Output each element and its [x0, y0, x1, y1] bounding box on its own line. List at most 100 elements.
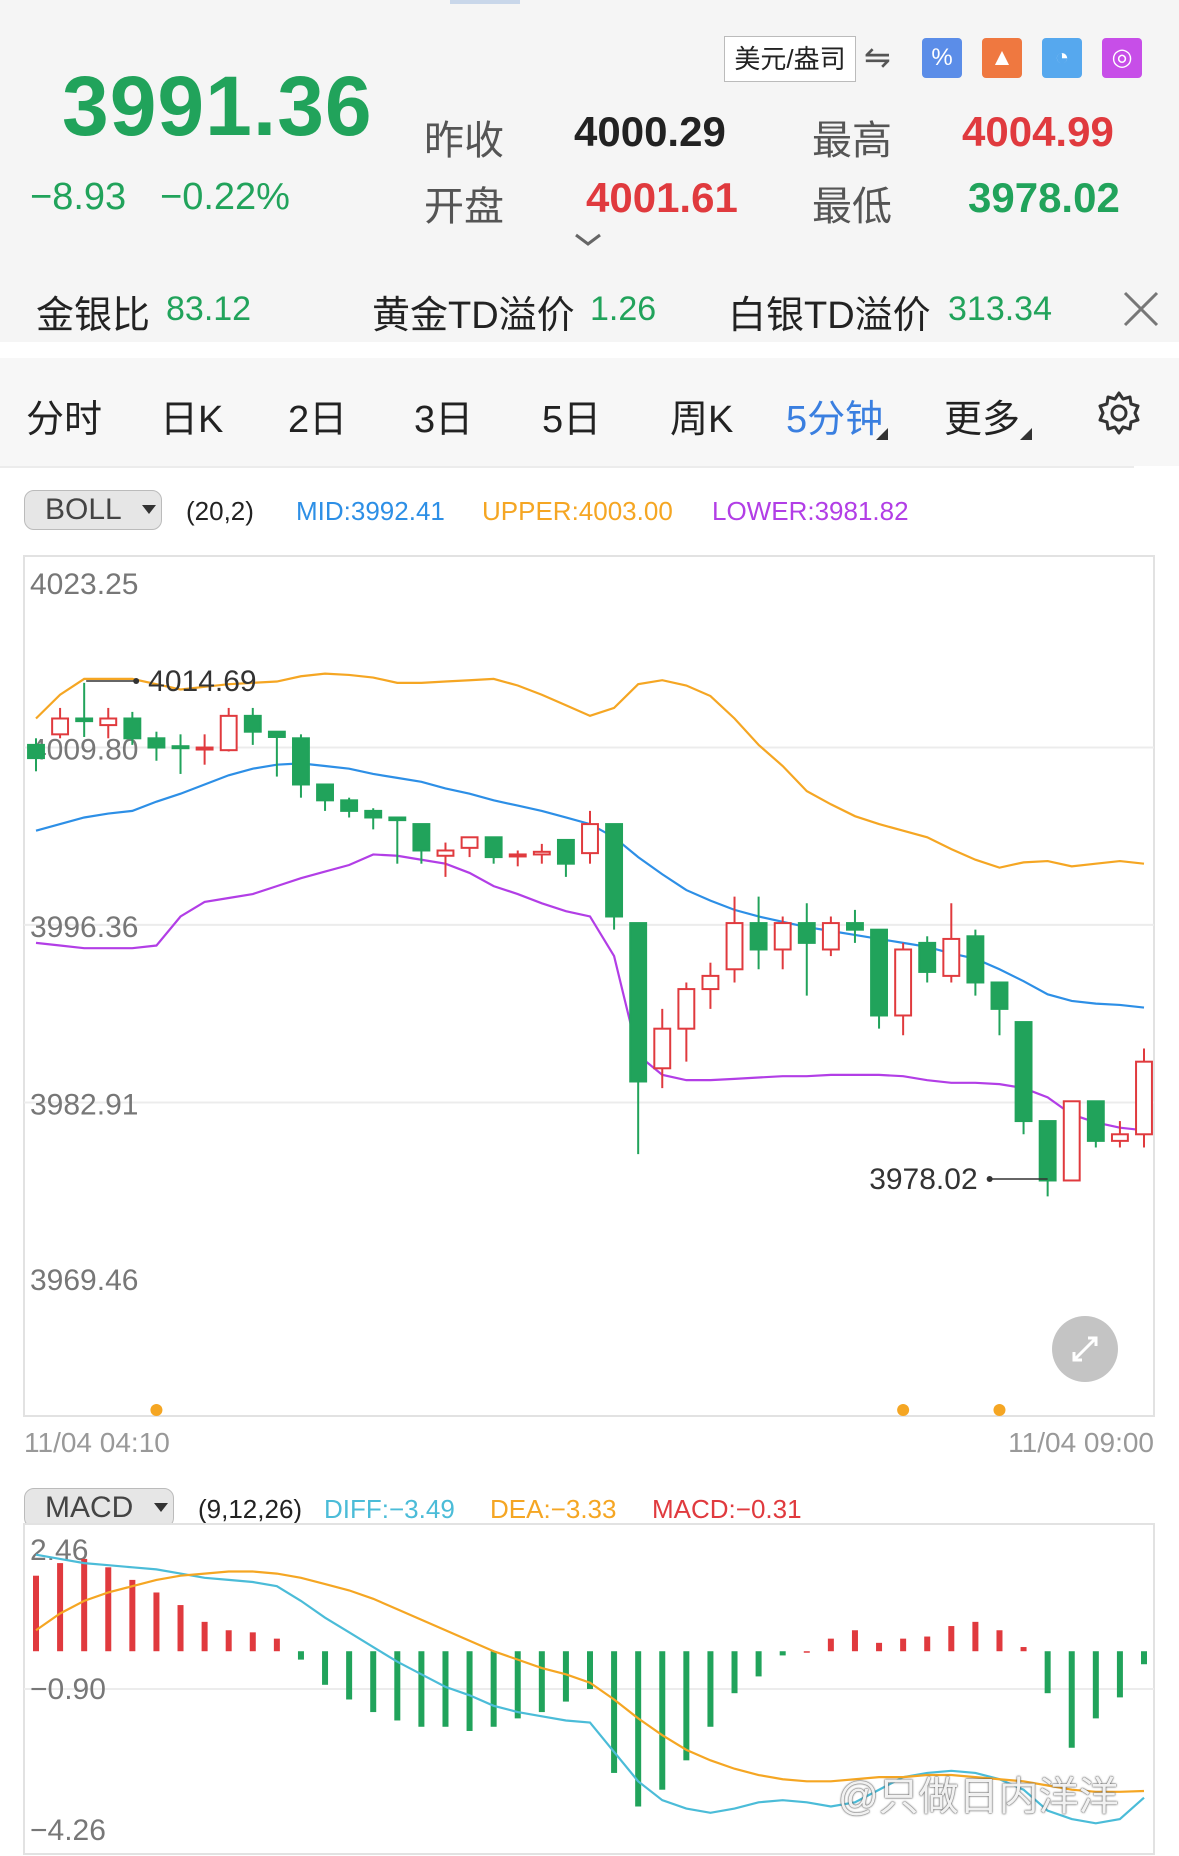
macd-histogram-bar: [1020, 1647, 1027, 1652]
dropdown-caret-icon: [154, 1503, 168, 1512]
tab-5-day[interactable]: 5日: [542, 399, 602, 441]
candle-body: [51, 717, 70, 736]
boll-mid-value: MID:3992.41: [296, 496, 445, 526]
candle-body: [195, 746, 214, 751]
settings-gear-icon[interactable]: [1096, 390, 1142, 436]
candle-body: [75, 717, 94, 723]
macd-indicator-select[interactable]: MACD: [24, 1488, 174, 1528]
last-price: 3991.36: [62, 59, 373, 153]
macd-histogram-bar: [900, 1638, 907, 1652]
y-tick-label: 4023.25: [30, 568, 138, 601]
swap-icon[interactable]: ⇋: [864, 39, 891, 75]
macd-histogram-bar: [177, 1605, 184, 1652]
candle-body: [653, 1027, 672, 1070]
expand-chevron-icon[interactable]: [572, 232, 604, 248]
event-marker-dot: [150, 1404, 163, 1416]
macd-histogram-bar: [490, 1651, 497, 1727]
candle-body: [773, 922, 792, 951]
macd-histogram-bar: [442, 1651, 449, 1727]
tab-weekly-k[interactable]: 周K: [670, 399, 734, 441]
candle-body: [27, 743, 45, 760]
candle-body: [99, 717, 118, 727]
macd-histogram-bar: [153, 1592, 160, 1652]
watermark: @只做日内洋洋: [838, 1775, 1119, 1819]
macd-histogram-bar: [418, 1651, 425, 1727]
candle-body: [532, 850, 551, 856]
prev-close-value: 4000.29: [574, 108, 726, 155]
boll-indicator-select[interactable]: BOLL: [24, 490, 162, 530]
macd-histogram-bar: [779, 1651, 786, 1656]
gold-silver-ratio-label: 金银比: [36, 295, 151, 337]
boll-lower-value: LOWER:3981.82: [712, 496, 909, 526]
macd-histogram-bar: [81, 1558, 88, 1652]
candle-body: [219, 714, 238, 752]
tab-dropdown-corner-icon: [876, 428, 888, 440]
y-tick-label: 3982.91: [30, 1088, 138, 1121]
more-dropdown-corner-icon: [1020, 428, 1032, 440]
fullscreen-button[interactable]: [1052, 1316, 1118, 1382]
tab-more[interactable]: 更多: [944, 399, 1021, 441]
candle-body: [484, 836, 503, 859]
target-icon[interactable]: ◎: [1102, 38, 1142, 78]
macd-histogram-bar: [201, 1621, 208, 1652]
gold-td-premium-value: 1.26: [590, 290, 657, 328]
y-tick-label: −0.90: [30, 1673, 106, 1706]
macd-histogram-bar: [972, 1621, 979, 1652]
y-tick-label: 3996.36: [30, 911, 138, 944]
macd-histogram-bar: [394, 1651, 401, 1721]
candle-body: [556, 838, 575, 865]
percent-tool-icon[interactable]: %: [922, 38, 962, 78]
candle-body: [870, 928, 888, 1017]
macd-histogram-bar: [611, 1651, 618, 1773]
candle-body: [629, 922, 648, 1083]
candle-body: [846, 922, 864, 931]
macd-histogram-bar: [876, 1642, 883, 1652]
divider: [0, 466, 1134, 468]
tab-minute[interactable]: 分时: [26, 399, 103, 441]
high-marker-dot: [133, 677, 140, 684]
candle-body: [243, 714, 262, 733]
candle-body: [508, 853, 527, 858]
prev-close-label: 昨收: [424, 119, 504, 163]
gold-td-premium-label: 黄金TD溢价: [372, 295, 575, 337]
macd-diff-value: DIFF:−3.49: [324, 1494, 455, 1524]
macd-histogram-bar: [273, 1638, 280, 1652]
macd-histogram-bar: [851, 1630, 858, 1652]
low-value: 3978.02: [968, 174, 1120, 221]
candle-body: [171, 745, 190, 750]
lighthouse-icon[interactable]: ▲: [982, 38, 1022, 78]
tab-daily-k[interactable]: 日K: [160, 399, 224, 441]
close-icon[interactable]: [1122, 290, 1160, 328]
macd-histogram-bar: [249, 1632, 256, 1652]
open-value: 4001.61: [586, 174, 738, 221]
y-tick-label: 4009.80: [30, 734, 138, 767]
expand-arrows-icon: [1072, 1336, 1098, 1362]
candle-body: [1110, 1133, 1129, 1142]
tab-2-day[interactable]: 2日: [288, 399, 348, 441]
event-marker-dot: [993, 1404, 1006, 1416]
macd-histogram-bar: [1068, 1651, 1075, 1748]
macd-histogram-bar: [322, 1651, 329, 1685]
macd-histogram-bar: [683, 1651, 690, 1761]
macd-histogram-bar: [1044, 1651, 1051, 1694]
y-tick-label: 3969.46: [30, 1264, 138, 1297]
macd-histogram-bar: [1116, 1651, 1123, 1698]
candle-body: [725, 922, 744, 971]
macd-histogram-bar: [297, 1651, 304, 1660]
macd-histogram-bar: [1141, 1651, 1147, 1665]
candle-body: [123, 717, 142, 740]
macd-histogram-bar: [587, 1651, 593, 1689]
candlestick-chart[interactable]: 4023.25 4009.80 3996.36 3982.91 3969.46 4014…: [0, 550, 1179, 1470]
tab-5-minute[interactable]: 5分钟: [786, 399, 884, 441]
pie-chart-icon[interactable]: ◔: [1042, 38, 1082, 78]
diff-line: [35, 1553, 1145, 1825]
currency-unit-button[interactable]: 美元/盎司: [724, 36, 856, 82]
tab-3-day[interactable]: 3日: [414, 399, 474, 441]
macd-chart[interactable]: 2.46−0.90−4.26: [0, 1520, 1179, 1856]
candle-body: [1014, 1021, 1033, 1123]
x-start-label: 11/04 04:10: [24, 1427, 170, 1458]
macd-histogram-bar: [105, 1567, 112, 1652]
boll-params: (20,2): [186, 496, 254, 526]
macd-histogram-bar: [466, 1651, 473, 1731]
macd-histogram-bar: [370, 1651, 377, 1713]
